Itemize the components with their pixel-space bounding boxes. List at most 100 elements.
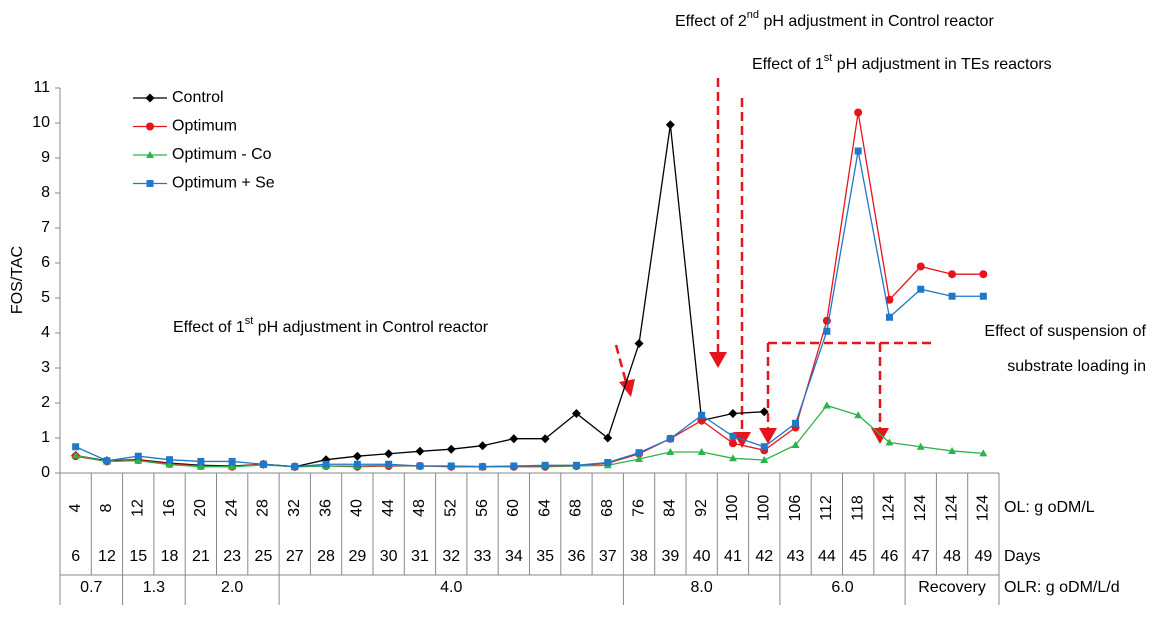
olr-label: 2.0: [221, 579, 243, 596]
marker: [948, 270, 957, 279]
x-tick-label: 40: [349, 499, 366, 517]
marker: [228, 457, 236, 465]
y-tick-label: 1: [41, 429, 50, 446]
marker: [634, 339, 644, 348]
annotation-sup: nd: [747, 9, 759, 21]
olr-label: 0.7: [80, 579, 102, 596]
marker: [166, 456, 174, 464]
marker: [854, 411, 863, 419]
day-label: 43: [787, 548, 805, 565]
annotation-text: pH adjustment in Control reactor: [253, 319, 488, 336]
marker: [885, 438, 894, 446]
day-label: 44: [818, 548, 836, 565]
arrow: [614, 344, 628, 383]
marker: [728, 439, 737, 448]
marker: [822, 401, 831, 409]
y-tick-label: 9: [41, 149, 50, 166]
annotation-text: Effect of 1: [173, 319, 245, 336]
marker: [447, 462, 455, 470]
y-tick-label: 5: [41, 289, 50, 306]
marker: [697, 448, 706, 455]
marker: [948, 292, 956, 300]
marker: [885, 313, 893, 321]
annotation: Effect of 1st pH adjustment in Control r…: [173, 315, 489, 336]
annotation-sup: st: [245, 315, 254, 327]
legend-label: Control: [172, 89, 224, 106]
row-label: Days: [1004, 548, 1040, 565]
y-tick-label: 11: [33, 79, 50, 96]
marker: [228, 462, 237, 470]
marker: [759, 407, 769, 417]
annotation: Effect of 1st pH adjustment in TEs react…: [752, 52, 1052, 73]
marker: [572, 461, 580, 469]
marker: [291, 463, 299, 471]
x-tick-label: 16: [161, 499, 178, 517]
marker: [729, 432, 737, 440]
annotation-sup: st: [824, 52, 833, 64]
annotation: Effect of 2nd pH adjustment in Control r…: [675, 9, 994, 30]
annotation-text: Effect of 1: [752, 56, 824, 73]
marker: [479, 463, 487, 471]
x-tick-label: 84: [662, 499, 679, 517]
marker: [541, 461, 549, 469]
y-tick-label: 0: [41, 464, 50, 481]
y-tick-label: 3: [41, 359, 50, 376]
x-tick-label: 48: [411, 499, 428, 517]
series: [71, 120, 769, 472]
day-label: 46: [881, 548, 899, 565]
day-label: 48: [943, 548, 961, 565]
olr-label: 4.0: [440, 579, 462, 596]
marker: [197, 457, 205, 465]
marker: [885, 295, 894, 304]
arrow-head: [709, 352, 727, 368]
day-label: 21: [192, 548, 210, 565]
annotation: Effect of suspension of: [984, 323, 1146, 340]
marker: [540, 434, 550, 444]
day-label: 41: [724, 548, 742, 565]
arrow-head: [759, 428, 777, 444]
day-label: 18: [161, 548, 179, 565]
day-label: 45: [849, 548, 867, 565]
marker: [353, 460, 361, 468]
x-tick-label: 124: [975, 495, 992, 522]
series-line: [75, 404, 984, 468]
day-label: 23: [223, 548, 241, 565]
x-tick-label: 60: [505, 499, 522, 517]
series-line: [75, 150, 984, 468]
marker: [604, 459, 612, 466]
arrows: [614, 78, 935, 448]
x-tick-label: 100: [755, 495, 772, 522]
day-label: 12: [98, 548, 116, 565]
day-label: 37: [599, 548, 617, 565]
marker: [760, 443, 768, 451]
marker: [103, 457, 111, 465]
day-label: 32: [442, 548, 460, 565]
marker: [165, 460, 174, 468]
marker: [728, 454, 737, 462]
annotation-text: pH adjustment in TEs reactors: [832, 56, 1051, 73]
day-label: 29: [348, 548, 366, 565]
arrow-head: [733, 432, 751, 448]
day-label: 35: [536, 548, 554, 565]
marker: [979, 449, 988, 457]
marker: [979, 292, 987, 300]
x-tick-label: 92: [693, 499, 710, 517]
day-label: 42: [755, 548, 773, 565]
annotation: substrate loading in: [1007, 358, 1146, 375]
day-label: 6: [71, 548, 80, 565]
x-tick-label: 24: [223, 499, 240, 517]
legend-label: Optimum: [172, 118, 237, 135]
marker: [416, 462, 424, 470]
day-label: 30: [380, 548, 398, 565]
legend-label: Optimum + Se: [172, 175, 275, 192]
day-label: 47: [912, 548, 930, 565]
marker: [71, 451, 80, 459]
marker: [509, 434, 519, 444]
x-tick-label: 44: [380, 499, 397, 517]
day-label: 27: [286, 548, 304, 565]
x-tick-label: 68: [568, 499, 585, 517]
x-tick-label: 106: [787, 495, 804, 522]
annotation-text: Effect of 2: [675, 13, 747, 30]
x-tick-label: 36: [317, 499, 334, 517]
